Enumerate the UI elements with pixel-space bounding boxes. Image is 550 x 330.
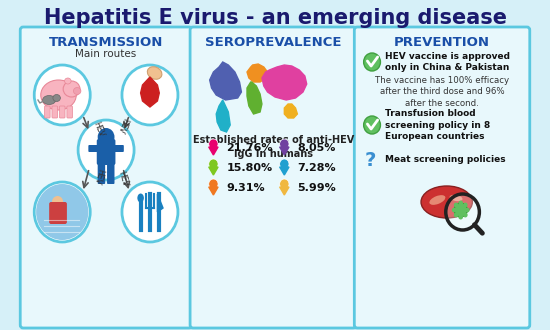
Circle shape: [364, 53, 381, 71]
Circle shape: [364, 116, 381, 134]
FancyBboxPatch shape: [354, 27, 530, 328]
Text: 15.80%: 15.80%: [227, 163, 273, 173]
Circle shape: [463, 203, 467, 208]
Circle shape: [458, 214, 463, 219]
Text: HEV: HEV: [116, 170, 129, 188]
Circle shape: [465, 208, 470, 213]
Polygon shape: [157, 194, 163, 212]
Text: HEV: HEV: [116, 116, 130, 134]
Ellipse shape: [138, 193, 144, 203]
Circle shape: [34, 65, 90, 125]
FancyBboxPatch shape: [97, 139, 116, 165]
FancyBboxPatch shape: [107, 160, 114, 184]
Polygon shape: [279, 147, 289, 155]
Circle shape: [36, 184, 89, 240]
Text: TRANSMISSION: TRANSMISSION: [49, 36, 163, 49]
Circle shape: [52, 196, 63, 208]
Circle shape: [279, 159, 289, 169]
Polygon shape: [262, 65, 307, 100]
Circle shape: [209, 179, 218, 189]
Text: Meat screening policies: Meat screening policies: [385, 155, 506, 164]
FancyBboxPatch shape: [98, 160, 105, 184]
Polygon shape: [209, 187, 218, 195]
Ellipse shape: [147, 67, 162, 79]
Circle shape: [34, 182, 90, 242]
Polygon shape: [247, 64, 267, 82]
Text: SEROPREVALENCE: SEROPREVALENCE: [205, 36, 342, 49]
Circle shape: [78, 120, 134, 180]
Text: 9.31%: 9.31%: [227, 183, 265, 193]
Circle shape: [454, 203, 467, 217]
Text: HEV: HEV: [92, 167, 105, 185]
Polygon shape: [210, 62, 241, 100]
Text: PREVENTION: PREVENTION: [394, 36, 490, 49]
Ellipse shape: [43, 95, 56, 105]
FancyBboxPatch shape: [111, 145, 124, 152]
Text: HEV: HEV: [91, 120, 105, 138]
Text: 21.76%: 21.76%: [227, 143, 273, 153]
Text: 7.28%: 7.28%: [298, 163, 336, 173]
Circle shape: [98, 128, 114, 146]
Circle shape: [454, 203, 458, 208]
Ellipse shape: [449, 195, 463, 201]
FancyBboxPatch shape: [190, 27, 356, 328]
Polygon shape: [279, 167, 289, 175]
FancyBboxPatch shape: [45, 106, 50, 118]
Circle shape: [454, 213, 458, 217]
Text: Transfusion blood
screening policy in 8
European countries: Transfusion blood screening policy in 8 …: [385, 109, 491, 141]
Polygon shape: [279, 187, 289, 195]
Circle shape: [463, 213, 467, 217]
Text: Main routes: Main routes: [75, 49, 137, 59]
Circle shape: [452, 208, 456, 213]
Ellipse shape: [53, 94, 60, 102]
Polygon shape: [284, 104, 298, 118]
Ellipse shape: [421, 186, 472, 218]
Polygon shape: [216, 100, 230, 132]
Circle shape: [209, 159, 218, 169]
Circle shape: [122, 65, 178, 125]
Polygon shape: [209, 147, 218, 155]
Ellipse shape: [74, 87, 81, 94]
FancyBboxPatch shape: [89, 145, 101, 152]
Ellipse shape: [430, 195, 446, 205]
Text: The vaccine has 100% efficacy
after the third dose and 96%
after the second.: The vaccine has 100% efficacy after the …: [375, 76, 509, 108]
Ellipse shape: [64, 78, 71, 84]
Text: 5.99%: 5.99%: [298, 183, 336, 193]
Circle shape: [458, 201, 463, 206]
Text: Hepatitis E virus - an emerging disease: Hepatitis E virus - an emerging disease: [43, 8, 507, 28]
Ellipse shape: [63, 81, 80, 97]
Text: ?: ?: [365, 150, 376, 170]
Circle shape: [446, 194, 480, 230]
FancyBboxPatch shape: [52, 106, 58, 118]
Polygon shape: [209, 167, 218, 175]
Circle shape: [279, 179, 289, 189]
Polygon shape: [247, 82, 262, 114]
Text: 8.05%: 8.05%: [298, 143, 336, 153]
Text: HEV vaccine is approved
only in China & Pakistan: HEV vaccine is approved only in China & …: [385, 51, 510, 72]
Circle shape: [122, 182, 178, 242]
FancyBboxPatch shape: [49, 202, 67, 224]
Polygon shape: [141, 77, 160, 107]
FancyBboxPatch shape: [20, 27, 192, 328]
FancyBboxPatch shape: [67, 106, 73, 118]
Circle shape: [209, 139, 218, 149]
Circle shape: [279, 139, 289, 149]
FancyBboxPatch shape: [59, 106, 65, 118]
Ellipse shape: [41, 80, 76, 110]
Text: Established rates of anti-HEV
IgG in humans: Established rates of anti-HEV IgG in hum…: [192, 135, 354, 159]
